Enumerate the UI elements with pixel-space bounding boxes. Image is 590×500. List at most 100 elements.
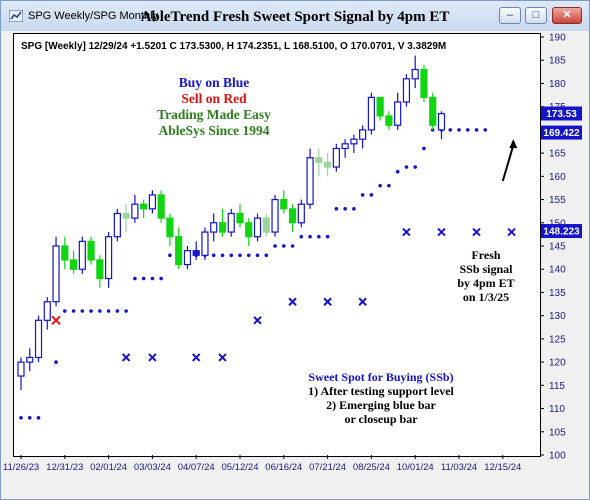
- stop-dot: [282, 244, 286, 248]
- price-tag: [541, 125, 582, 140]
- x-tick-label: 11/03/24: [441, 462, 477, 473]
- stop-dot: [413, 165, 418, 169]
- candle-body: [166, 217, 174, 238]
- legend-tagline: Trading Made Easy: [157, 107, 271, 122]
- close-button[interactable]: ✕: [552, 7, 582, 24]
- y-tick-label: 165: [549, 149, 566, 160]
- candle-body: [157, 194, 165, 219]
- candle-body: [183, 250, 192, 266]
- price-tag: [541, 224, 582, 239]
- minimize-button[interactable]: –: [499, 7, 521, 24]
- x-marker: [402, 227, 411, 237]
- ssb-note-line: by 4pm ET: [457, 276, 515, 290]
- stop-dot: [352, 207, 356, 211]
- y-tick-label: 120: [549, 358, 566, 369]
- y-tick-label: 125: [549, 334, 566, 345]
- candle-body: [420, 68, 428, 98]
- stop-dot: [369, 193, 374, 197]
- x-marker: [253, 316, 262, 325]
- stop-dot: [465, 128, 470, 132]
- candle-body: [122, 212, 130, 219]
- x-tick-label: 02/01/24: [90, 462, 127, 473]
- ssb-note-line: on 1/3/25: [462, 290, 510, 304]
- candle-body: [148, 194, 156, 210]
- x-tick-label: 05/12/24: [222, 462, 259, 473]
- y-tick-label: 185: [549, 56, 566, 67]
- x-tick-label: 12/31/23: [46, 462, 83, 473]
- sweet-spot-line: or closeup bar: [344, 412, 418, 426]
- candle-body: [61, 245, 69, 261]
- candle-body: [385, 115, 393, 126]
- stop-dot: [141, 276, 146, 281]
- y-tick-label: 160: [549, 172, 566, 183]
- y-tick-label: 140: [549, 265, 566, 276]
- candle-body: [236, 212, 244, 224]
- price-tag: [541, 106, 582, 121]
- x-marker: [437, 227, 446, 237]
- stop-dot: [395, 169, 400, 174]
- ssb-note-line: SSb signal: [459, 262, 513, 276]
- candle-body: [306, 157, 314, 205]
- maximize-button[interactable]: □: [525, 7, 547, 24]
- x-marker: [148, 353, 157, 362]
- y-tick-label: 105: [549, 427, 566, 438]
- stop-dot: [448, 128, 453, 132]
- candle-body: [78, 240, 86, 270]
- candle-body: [341, 143, 349, 150]
- x-marker: [472, 227, 481, 237]
- stop-dot: [378, 183, 382, 188]
- stop-dot: [150, 276, 155, 281]
- candle-body: [394, 101, 402, 126]
- candle-body: [280, 198, 288, 210]
- candle-body: [367, 96, 375, 131]
- legend: Buy on Blue Sell on Red Trading Made Eas…: [141, 75, 287, 139]
- stop-dot: [422, 146, 426, 151]
- candle-body: [96, 259, 104, 280]
- stop-dot: [273, 244, 277, 248]
- x-marker: [121, 353, 131, 362]
- stop-dot: [264, 253, 269, 258]
- stop-dot: [98, 309, 102, 313]
- sweet-spot-line: 2) Emerging blue bar: [326, 398, 436, 412]
- stop-dot: [404, 165, 409, 169]
- stop-dot: [27, 416, 32, 420]
- y-tick-label: 100: [549, 451, 566, 462]
- stop-dot: [159, 276, 163, 281]
- x-tick-label: 06/16/24: [265, 462, 302, 473]
- stop-dot: [387, 183, 391, 188]
- y-tick-label: 150: [549, 218, 566, 229]
- candle-body: [201, 231, 209, 256]
- stop-dot: [255, 253, 260, 258]
- title-bar[interactable]: SPG Weekly/SPG Monthly – □ ✕: [1, 1, 589, 31]
- candle-body: [175, 236, 183, 266]
- candle-body: [52, 245, 60, 303]
- candle-body: [210, 222, 218, 233]
- x-marker: [288, 297, 297, 306]
- candle-body: [34, 319, 43, 359]
- signal-arrowhead: [509, 139, 518, 149]
- candle-body: [218, 222, 227, 233]
- candle-body: [437, 113, 446, 131]
- plot-area[interactable]: [13, 33, 541, 457]
- candle-body: [315, 157, 323, 163]
- stop-dot: [115, 309, 120, 313]
- sweet-spot-note: Sweet Spot for Buying (SSb) 1) After tes…: [271, 370, 491, 426]
- candle-body: [350, 138, 358, 145]
- candle-body: [429, 96, 437, 126]
- candle-body: [113, 212, 121, 238]
- stop-dot: [483, 128, 488, 132]
- candle-body: [262, 217, 270, 233]
- price-tag-label: 173.53: [546, 109, 577, 120]
- candle-body: [140, 203, 148, 210]
- stop-dot: [290, 244, 295, 248]
- sell-marker: [51, 315, 61, 326]
- candle-body: [271, 198, 279, 233]
- legend-company: AbleSys Since 1994: [158, 123, 270, 138]
- stop-dot: [325, 234, 330, 239]
- stop-dot: [334, 207, 339, 211]
- stop-dot: [124, 309, 128, 313]
- stop-dot: [317, 234, 321, 239]
- window-title: SPG Weekly/SPG Monthly: [28, 10, 159, 22]
- x-marker: [358, 297, 367, 306]
